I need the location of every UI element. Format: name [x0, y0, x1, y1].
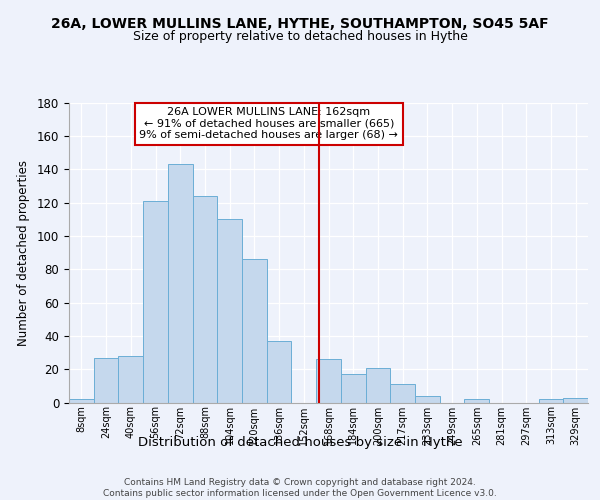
Bar [267, 341, 292, 402]
Bar [365, 368, 390, 402]
Bar [242, 259, 267, 402]
Bar [464, 399, 489, 402]
Y-axis label: Number of detached properties: Number of detached properties [17, 160, 30, 346]
Bar [193, 196, 217, 402]
Text: 26A, LOWER MULLINS LANE, HYTHE, SOUTHAMPTON, SO45 5AF: 26A, LOWER MULLINS LANE, HYTHE, SOUTHAMP… [51, 18, 549, 32]
Bar [563, 398, 588, 402]
Bar [539, 399, 563, 402]
Text: Contains HM Land Registry data © Crown copyright and database right 2024.
Contai: Contains HM Land Registry data © Crown c… [103, 478, 497, 498]
Text: 26A LOWER MULLINS LANE: 162sqm
← 91% of detached houses are smaller (665)
9% of : 26A LOWER MULLINS LANE: 162sqm ← 91% of … [139, 107, 398, 140]
Bar [168, 164, 193, 402]
Text: Size of property relative to detached houses in Hythe: Size of property relative to detached ho… [133, 30, 467, 43]
Text: Distribution of detached houses by size in Hythe: Distribution of detached houses by size … [137, 436, 463, 449]
Bar [341, 374, 365, 402]
Bar [143, 201, 168, 402]
Bar [217, 219, 242, 402]
Bar [69, 399, 94, 402]
Bar [415, 396, 440, 402]
Bar [118, 356, 143, 403]
Bar [390, 384, 415, 402]
Bar [316, 359, 341, 403]
Bar [94, 358, 118, 403]
